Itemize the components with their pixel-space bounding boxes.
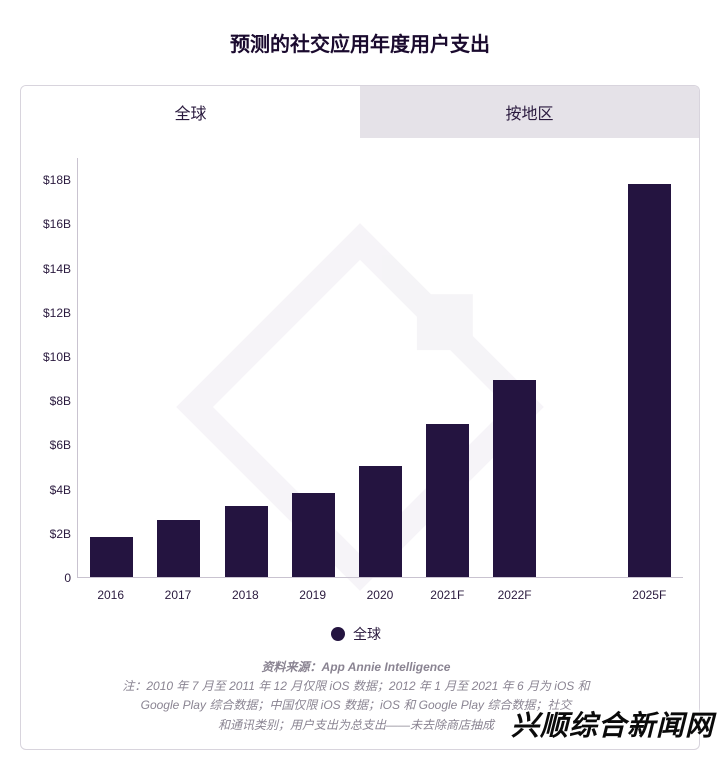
bar-slot — [212, 158, 279, 577]
x-tick-label: 2022F — [481, 588, 548, 602]
bar-slot — [145, 158, 212, 577]
y-tick-label: $18B — [43, 173, 71, 187]
y-tick-label: $6B — [50, 438, 71, 452]
bar — [628, 184, 671, 577]
chart-title: 预测的社交应用年度用户支出 — [20, 28, 700, 57]
x-tick-label: 2017 — [144, 588, 211, 602]
x-tick-label: 2016 — [77, 588, 144, 602]
bars-container — [78, 158, 683, 577]
source-name: App Annie Intelligence — [322, 660, 451, 674]
y-tick-label: $12B — [43, 306, 71, 320]
bar — [426, 424, 469, 577]
bar-slot — [78, 158, 145, 577]
chart-panel: 0$2B$4B$6B$8B$10B$12B$14B$16B$18B 201620… — [20, 138, 700, 750]
legend-dot-icon — [331, 627, 345, 641]
x-tick-label — [548, 588, 615, 602]
y-tick-label: $14B — [43, 262, 71, 276]
x-tick-label: 2021F — [414, 588, 481, 602]
tab-by-region[interactable]: 按地区 — [360, 86, 699, 138]
source-label: 资料来源： — [262, 660, 322, 674]
footnote-line-1: 注：2010 年 7 月至 2011 年 12 月仅限 iOS 数据；2012 … — [41, 677, 671, 696]
legend-label: 全球 — [353, 624, 381, 644]
bar — [90, 537, 133, 577]
overlay-watermark-text: 兴顺综合新闻网 — [511, 704, 714, 744]
x-tick-label: 2019 — [279, 588, 346, 602]
x-tick-label: 2020 — [346, 588, 413, 602]
y-tick-label: $10B — [43, 350, 71, 364]
bar-chart: 0$2B$4B$6B$8B$10B$12B$14B$16B$18B — [29, 158, 683, 578]
bar-slot — [347, 158, 414, 577]
y-tick-label: $4B — [50, 483, 71, 497]
y-axis: 0$2B$4B$6B$8B$10B$12B$14B$16B$18B — [29, 158, 77, 578]
x-tick-label: 2018 — [212, 588, 279, 602]
bar — [359, 466, 402, 577]
bar — [225, 506, 268, 577]
x-axis: 201620172018201920202021F2022F 2025F — [77, 588, 683, 602]
bar-slot — [414, 158, 481, 577]
x-tick-label: 2025F — [616, 588, 683, 602]
bar — [292, 493, 335, 577]
plot-area — [77, 158, 683, 578]
tab-bar: 全球 按地区 — [20, 85, 700, 138]
y-tick-label: $16B — [43, 217, 71, 231]
bar — [157, 520, 200, 577]
y-tick-label: $2B — [50, 527, 71, 541]
y-tick-label: $8B — [50, 394, 71, 408]
bar — [493, 380, 536, 577]
bar-slot — [616, 158, 683, 577]
bar-slot — [549, 158, 616, 577]
y-tick-label: 0 — [64, 571, 71, 585]
bar-slot — [280, 158, 347, 577]
tab-global[interactable]: 全球 — [21, 86, 360, 138]
legend: 全球 — [29, 624, 683, 644]
bar-slot — [481, 158, 548, 577]
